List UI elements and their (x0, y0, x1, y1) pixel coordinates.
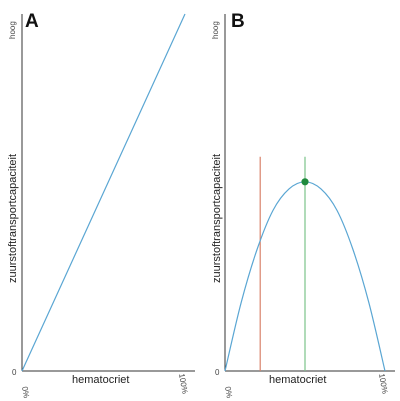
panel-a-letter: A (25, 11, 39, 32)
panel-a-y-tick-zero: 0 (12, 368, 17, 377)
panel-b-y-axis-title: zuurstoftransportcapaciteit (211, 154, 223, 283)
panel-a-x-tick-max: 100% (177, 373, 189, 395)
panel-b-optimum-marker (301, 178, 309, 186)
panel-b-x-tick-max: 100% (377, 373, 389, 395)
panel-a-x-axis-title: hematocriet (72, 374, 129, 386)
panel-a: A hoog 0 zuurstoftransportcapaciteit hem… (7, 11, 195, 399)
panel-b-x-tick-min: 0% (223, 386, 234, 399)
panel-a-x-tick-min: 0% (20, 386, 31, 399)
panel-b-x-axis-title: hematocriet (269, 374, 326, 386)
panel-b-letter: B (231, 11, 245, 32)
panel-a-series-line (21, 13, 186, 372)
panel-a-y-tick-high: hoog (8, 21, 17, 39)
panel-b-y-tick-high: hoog (211, 21, 220, 39)
panel-b: B hoog 0 zuurstoftransportcapaciteit hem… (211, 11, 395, 399)
panel-b-y-tick-zero: 0 (215, 368, 220, 377)
panel-a-y-axis-title: zuurstoftransportcapaciteit (7, 154, 19, 283)
